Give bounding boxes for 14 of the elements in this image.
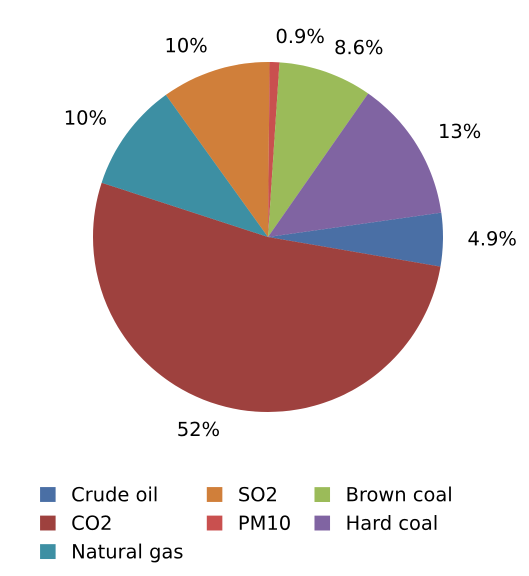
data-label: 8.6% [335, 40, 382, 54]
data-label: 10% [166, 38, 207, 52]
legend-label: Crude oil [72, 486, 156, 502]
legend-label: CO2 [72, 515, 110, 530]
legend-label: PM10 [240, 515, 290, 530]
legend-label: Natural gas [73, 544, 183, 562]
legend-label: SO2 [239, 486, 276, 502]
data-label: 4.9% [468, 230, 516, 246]
data-label: 13% [440, 124, 480, 138]
data-label: 10% [66, 110, 106, 125]
data-label: 52% [178, 422, 219, 436]
legend-label: Hard coal [348, 515, 436, 530]
legend-label: Brown coal [348, 486, 451, 502]
data-label: 0.9% [276, 28, 324, 44]
